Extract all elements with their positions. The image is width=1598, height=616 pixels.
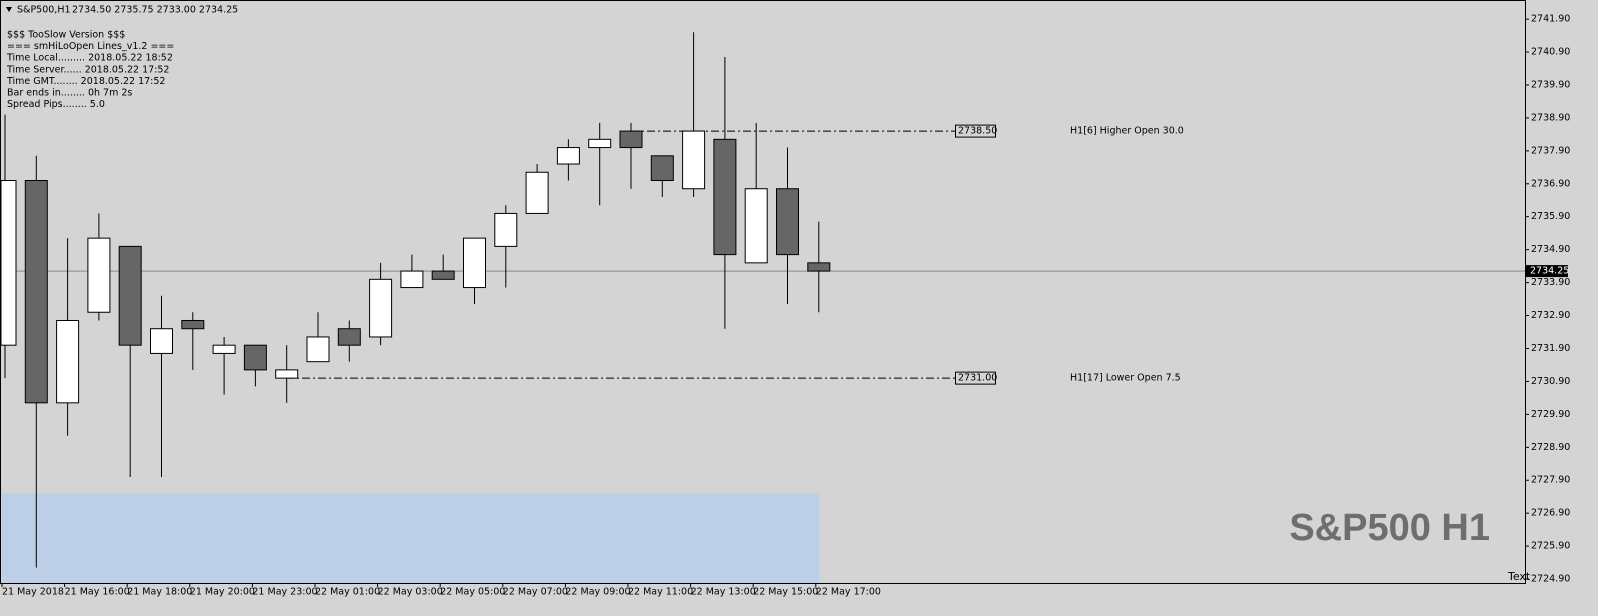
candle-body bbox=[24, 179, 48, 404]
y-tick-label: 2728.90 bbox=[1531, 442, 1570, 453]
candle-body bbox=[744, 188, 768, 264]
x-tick-label: 21 May 2018 bbox=[2, 587, 64, 598]
y-tick-label: 2734.90 bbox=[1531, 244, 1570, 255]
info-line: Spread Pips........ 5.0 bbox=[7, 99, 105, 110]
y-tick-label: 2737.90 bbox=[1531, 145, 1570, 156]
info-line: $$$ TooSlow Version $$$ bbox=[7, 30, 125, 41]
candle-body bbox=[87, 237, 111, 313]
y-tick-label: 2724.90 bbox=[1531, 574, 1570, 585]
candle-body bbox=[650, 155, 674, 181]
x-tick-label: 21 May 20:00 bbox=[190, 587, 255, 598]
candle-body bbox=[588, 138, 612, 149]
candle-body bbox=[776, 188, 799, 256]
level-text: H1[17] Lower Open 7.5 bbox=[1070, 373, 1181, 384]
y-tick-label: 2731.90 bbox=[1531, 343, 1570, 354]
x-tick-label: 22 May 11:00 bbox=[628, 587, 693, 598]
y-tick-label: 2729.90 bbox=[1531, 409, 1570, 420]
level-text: H1[6] Higher Open 30.0 bbox=[1070, 126, 1184, 137]
x-tick-label: 21 May 18:00 bbox=[127, 587, 192, 598]
y-tick-label: 2732.90 bbox=[1531, 310, 1570, 321]
level-label: 2738.50 bbox=[958, 126, 997, 137]
y-tick-label: 2730.90 bbox=[1531, 376, 1570, 387]
y-tick-label: 2725.90 bbox=[1531, 541, 1570, 552]
candle-body bbox=[525, 171, 549, 214]
x-tick-label: 21 May 16:00 bbox=[65, 587, 130, 598]
candle-body bbox=[212, 344, 236, 354]
x-tick-label: 22 May 13:00 bbox=[691, 587, 756, 598]
level-box bbox=[955, 371, 996, 385]
level-box bbox=[955, 124, 996, 138]
candle-body bbox=[337, 328, 361, 346]
corner-text: Text bbox=[1507, 570, 1531, 583]
y-tick-label: 2738.90 bbox=[1531, 112, 1570, 123]
symbol: S&P500,H1 bbox=[17, 5, 71, 16]
y-tick-label: 2733.90 bbox=[1531, 277, 1570, 288]
current-price-label: 2734.25 bbox=[1530, 266, 1569, 277]
candle-body bbox=[118, 245, 142, 346]
x-tick-label: 22 May 17:00 bbox=[816, 587, 881, 598]
y-tick-label: 2741.90 bbox=[1531, 14, 1570, 25]
candle-body bbox=[682, 130, 706, 190]
info-line: === smHiLoOpen Lines_v1.2 === bbox=[7, 41, 174, 52]
x-tick-label: 22 May 05:00 bbox=[440, 587, 505, 598]
info-line: Time Server...... 2018.05.22 17:52 bbox=[6, 64, 169, 75]
menu-arrow[interactable] bbox=[6, 7, 12, 12]
candle-body bbox=[181, 319, 205, 330]
y-tick-label: 2736.90 bbox=[1531, 178, 1570, 189]
level-label: 2731.00 bbox=[958, 373, 997, 384]
y-tick-label: 2726.90 bbox=[1531, 508, 1570, 519]
candle-body bbox=[431, 270, 455, 280]
info-line: Time Local......... 2018.05.22 18:52 bbox=[6, 53, 173, 64]
x-tick-label: 22 May 15:00 bbox=[753, 587, 818, 598]
candle-body bbox=[243, 344, 267, 371]
x-tick-label: 22 May 07:00 bbox=[503, 587, 568, 598]
y-tick-label: 2739.90 bbox=[1531, 79, 1570, 90]
candle-body bbox=[56, 319, 80, 404]
candle-body bbox=[400, 270, 424, 289]
x-tick-label: 22 May 09:00 bbox=[565, 587, 630, 598]
candle-body bbox=[807, 262, 831, 272]
zone bbox=[2, 493, 819, 583]
x-tick-label: 22 May 03:00 bbox=[378, 587, 443, 598]
candle-body bbox=[494, 212, 518, 247]
candle-body bbox=[275, 369, 299, 379]
candle-body bbox=[369, 278, 393, 338]
current-price-box bbox=[1526, 265, 1568, 278]
candle-body bbox=[619, 130, 643, 149]
info-line: Bar ends in........ 0h 7m 2s bbox=[7, 88, 132, 99]
y-tick-label: 2735.90 bbox=[1531, 211, 1570, 222]
y-tick-label: 2740.90 bbox=[1531, 47, 1570, 58]
candle-body bbox=[0, 179, 17, 346]
candle-body bbox=[713, 138, 737, 256]
ohlc: 2734.50 2735.75 2733.00 2734.25 bbox=[72, 5, 238, 16]
candle-body bbox=[556, 147, 580, 165]
x-tick-label: 21 May 23:00 bbox=[252, 587, 317, 598]
candle-body bbox=[463, 237, 486, 289]
candle-body bbox=[150, 328, 173, 354]
x-tick-label: 22 May 01:00 bbox=[315, 587, 380, 598]
candle-body bbox=[306, 336, 330, 363]
info-line: Time GMT........ 2018.05.22 17:52 bbox=[6, 76, 165, 87]
y-tick-label: 2727.90 bbox=[1531, 475, 1570, 486]
watermark: S&P500 H1 bbox=[1289, 507, 1490, 549]
